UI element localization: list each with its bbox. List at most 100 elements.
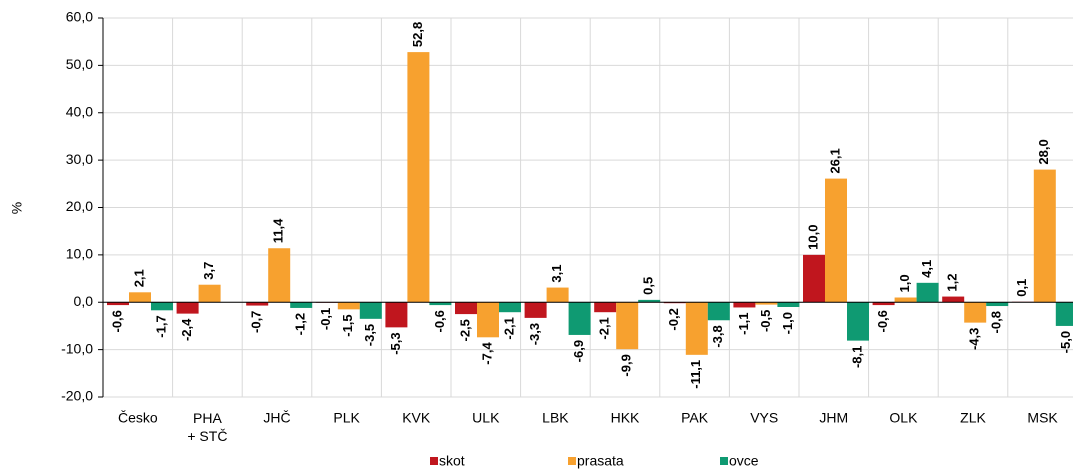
bar — [477, 302, 499, 338]
value-label: -8,1 — [849, 346, 864, 368]
bar — [568, 302, 591, 335]
x-tick-label: ULK — [472, 410, 500, 426]
legend-label: ovce — [729, 453, 759, 469]
bar — [777, 302, 800, 307]
value-label: 1,0 — [897, 274, 912, 292]
value-label: 3,7 — [201, 262, 216, 280]
x-tick-label: JHČ — [263, 410, 290, 426]
value-label: 52,8 — [410, 22, 425, 47]
value-label: -3,8 — [710, 325, 725, 347]
x-tick-label: ZLK — [960, 410, 986, 426]
x-tick-label: HKK — [611, 410, 640, 426]
y-tick-label: 20,0 — [66, 198, 93, 214]
bar — [916, 282, 939, 303]
value-label: -2,4 — [179, 318, 194, 341]
value-label: 2,1 — [131, 269, 146, 287]
y-tick-label: 50,0 — [66, 56, 93, 72]
value-label: -1,7 — [153, 315, 168, 337]
bar — [594, 302, 617, 313]
x-tick-label: VYS — [750, 410, 778, 426]
value-label: -1,1 — [736, 312, 751, 334]
y-axis-label: % — [9, 202, 25, 214]
value-label: -9,9 — [619, 354, 634, 376]
legend-label: skot — [439, 453, 465, 469]
value-label: -3,5 — [362, 324, 377, 346]
y-tick-label: 10,0 — [66, 246, 93, 262]
bar — [176, 302, 199, 314]
value-label: -4,3 — [967, 328, 982, 350]
value-label: -5,3 — [388, 332, 403, 354]
bar — [894, 297, 917, 303]
value-label: 4,1 — [919, 260, 934, 278]
value-label: -1,0 — [780, 312, 795, 334]
value-label: -3,3 — [527, 323, 542, 345]
bar — [407, 52, 430, 303]
value-label: 26,1 — [827, 148, 842, 173]
bar — [546, 287, 569, 303]
y-tick-label: 40,0 — [66, 103, 93, 119]
value-label: -0,6 — [432, 310, 447, 332]
legend-marker — [720, 457, 728, 465]
bar — [246, 302, 269, 306]
bar — [107, 302, 129, 306]
bar — [151, 302, 173, 311]
value-label: 11,4 — [271, 218, 286, 243]
bar — [616, 302, 639, 350]
value-label: -11,1 — [688, 360, 703, 389]
bar — [129, 292, 151, 303]
x-tick-label: JHM — [819, 410, 848, 426]
bar — [733, 302, 756, 308]
bar — [499, 302, 521, 313]
legend-label: prasata — [577, 453, 624, 469]
value-label: -2,1 — [597, 317, 612, 339]
x-tick-label: KVK — [402, 410, 431, 426]
bar — [825, 178, 847, 303]
bar — [455, 302, 477, 315]
value-label: 1,2 — [945, 273, 960, 291]
y-tick-label: 60,0 — [66, 9, 93, 25]
value-label: -2,5 — [457, 319, 472, 341]
value-label: -6,9 — [571, 340, 586, 362]
value-label: -2,1 — [501, 317, 516, 339]
bar — [429, 302, 452, 306]
bar — [524, 302, 547, 318]
value-label: -0,6 — [875, 310, 890, 332]
value-label: -5,0 — [1058, 331, 1073, 353]
value-label: -0,2 — [666, 308, 681, 330]
bar — [198, 284, 221, 303]
bar — [847, 302, 869, 341]
x-tick-label: LBK — [542, 410, 569, 426]
value-label: 28,0 — [1036, 139, 1051, 164]
bar — [385, 302, 408, 328]
bar — [359, 302, 382, 319]
legend-marker — [568, 457, 576, 465]
bar — [707, 302, 730, 321]
value-label: 0,1 — [1014, 279, 1029, 297]
value-label: -7,4 — [479, 342, 494, 365]
legend-marker — [430, 457, 438, 465]
bar — [268, 248, 291, 303]
bar — [964, 302, 987, 323]
y-tick-label: -10,0 — [61, 340, 93, 356]
value-label: 10,0 — [805, 225, 820, 250]
bar — [942, 296, 965, 303]
value-label: 3,1 — [549, 264, 564, 282]
x-tick-label: Česko — [118, 410, 158, 426]
value-label: -0,8 — [989, 311, 1004, 333]
x-tick-label: PAK — [681, 410, 709, 426]
bar — [638, 299, 661, 303]
bar — [1033, 169, 1056, 303]
value-label: -0,5 — [758, 310, 773, 332]
bar — [1055, 302, 1073, 326]
bar — [685, 302, 708, 355]
value-label: -0,1 — [318, 308, 333, 330]
value-label: -0,6 — [109, 310, 124, 332]
x-tick-label: PHA + STČ — [187, 410, 227, 444]
y-tick-label: -20,0 — [61, 388, 93, 404]
x-tick-label: OLK — [889, 410, 918, 426]
value-label: -1,2 — [293, 313, 308, 335]
value-label: -0,7 — [249, 311, 264, 333]
x-tick-label: PLK — [333, 410, 360, 426]
value-label: 0,5 — [641, 277, 656, 295]
